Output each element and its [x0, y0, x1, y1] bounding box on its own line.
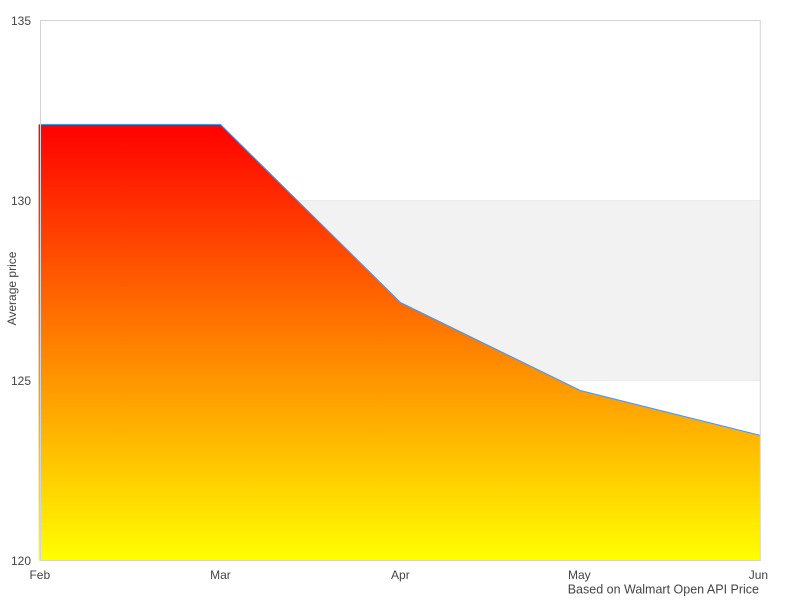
svg-text:125: 125	[11, 374, 31, 388]
svg-text:Feb: Feb	[29, 568, 50, 582]
svg-text:Apr: Apr	[391, 568, 410, 582]
svg-text:Based on Walmart Open API Pric: Based on Walmart Open API Price	[568, 583, 759, 597]
svg-text:Average price: Average price	[5, 251, 19, 325]
svg-text:Jun: Jun	[749, 568, 768, 582]
svg-text:120: 120	[11, 554, 31, 568]
svg-text:130: 130	[11, 194, 31, 208]
svg-text:135: 135	[11, 14, 31, 28]
svg-text:Mar: Mar	[210, 568, 231, 582]
svg-text:May: May	[568, 568, 591, 582]
